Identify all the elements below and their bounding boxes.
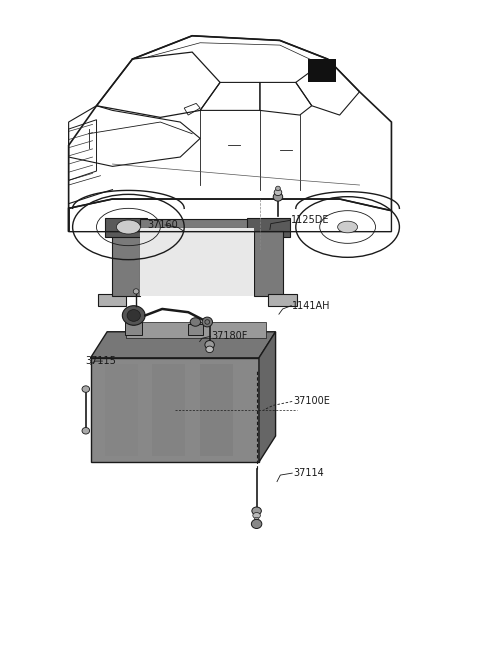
FancyBboxPatch shape	[308, 59, 336, 82]
Text: 37160: 37160	[147, 220, 178, 230]
Ellipse shape	[133, 289, 139, 294]
Polygon shape	[254, 231, 283, 296]
Ellipse shape	[253, 512, 261, 518]
Ellipse shape	[206, 346, 214, 353]
Ellipse shape	[205, 340, 215, 349]
Ellipse shape	[252, 520, 262, 528]
Ellipse shape	[127, 309, 140, 321]
Polygon shape	[97, 294, 126, 306]
Text: 37115: 37115	[86, 356, 117, 366]
Polygon shape	[140, 227, 254, 296]
Text: 37114: 37114	[293, 468, 324, 478]
Polygon shape	[125, 322, 142, 335]
Ellipse shape	[122, 306, 145, 325]
Polygon shape	[247, 217, 290, 237]
Polygon shape	[200, 365, 233, 455]
Polygon shape	[140, 219, 254, 227]
Ellipse shape	[252, 507, 261, 515]
Text: 1125DE: 1125DE	[291, 215, 330, 225]
Polygon shape	[188, 324, 203, 335]
Polygon shape	[152, 365, 185, 455]
Text: 37100E: 37100E	[293, 396, 330, 407]
Ellipse shape	[276, 186, 280, 191]
Ellipse shape	[117, 220, 140, 234]
Polygon shape	[112, 231, 140, 296]
Ellipse shape	[273, 193, 283, 201]
Ellipse shape	[130, 315, 138, 322]
Polygon shape	[91, 358, 259, 462]
Polygon shape	[105, 217, 147, 237]
Ellipse shape	[190, 318, 201, 327]
Ellipse shape	[337, 221, 358, 233]
Polygon shape	[126, 322, 266, 338]
Polygon shape	[91, 332, 276, 358]
Polygon shape	[105, 365, 138, 455]
Polygon shape	[268, 294, 297, 306]
Ellipse shape	[202, 317, 213, 327]
Text: 1141AH: 1141AH	[292, 301, 331, 311]
Ellipse shape	[128, 315, 140, 325]
Ellipse shape	[274, 189, 282, 196]
Ellipse shape	[82, 428, 90, 434]
Ellipse shape	[82, 386, 90, 392]
Ellipse shape	[254, 518, 259, 521]
Text: 37180F: 37180F	[212, 331, 248, 342]
Polygon shape	[259, 332, 276, 462]
